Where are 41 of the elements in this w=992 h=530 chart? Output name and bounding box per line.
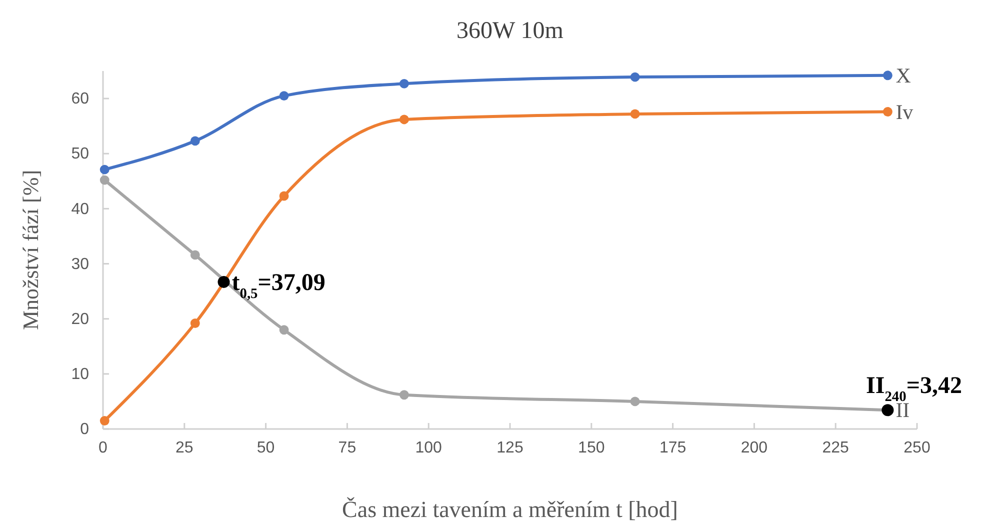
point [190, 136, 200, 146]
chart-title: 360W 10m [456, 18, 564, 44]
x-tick-label: 100 [415, 439, 442, 456]
y-axis-title: Množství fází [%] [18, 170, 43, 330]
x-tick-label: 250 [904, 439, 930, 456]
point [279, 325, 289, 335]
point [100, 164, 110, 174]
y-tick-label: 50 [71, 146, 90, 163]
point [630, 109, 640, 119]
point [279, 191, 289, 201]
series-label: Iv [896, 100, 914, 124]
point [399, 78, 409, 88]
point [630, 396, 640, 406]
point [399, 390, 409, 400]
x-tick-label: 0 [98, 439, 108, 456]
x-tick-label: 75 [338, 439, 356, 456]
y-tick-label: 20 [71, 310, 90, 328]
y-tick-label: 10 [71, 366, 90, 384]
x-tick-label: 25 [176, 439, 194, 456]
point [882, 70, 892, 80]
point [190, 250, 200, 260]
point [100, 416, 110, 426]
point [630, 72, 640, 82]
point [279, 91, 289, 100]
series-label: X [896, 63, 911, 88]
x-tick-label: 225 [822, 439, 850, 456]
point [399, 114, 409, 124]
y-tick-label: 0 [80, 421, 90, 438]
x-tick-label: 50 [256, 439, 275, 456]
annotation: t$_{0,5}$=37,09 [232, 270, 326, 302]
x-tick-label: 175 [659, 439, 686, 456]
x-tick-label: 150 [578, 439, 605, 456]
y-tick-label: 40 [71, 200, 90, 218]
point [100, 175, 110, 185]
y-tick-label: 30 [71, 256, 90, 273]
x-tick-label: 125 [496, 439, 524, 456]
point [882, 107, 892, 116]
y-tick-label: 60 [71, 90, 90, 108]
x-axis-title: Čas mezi tavením a měřením t [hod] [342, 497, 678, 522]
x-tick-label: 200 [740, 439, 768, 456]
point [190, 318, 200, 328]
